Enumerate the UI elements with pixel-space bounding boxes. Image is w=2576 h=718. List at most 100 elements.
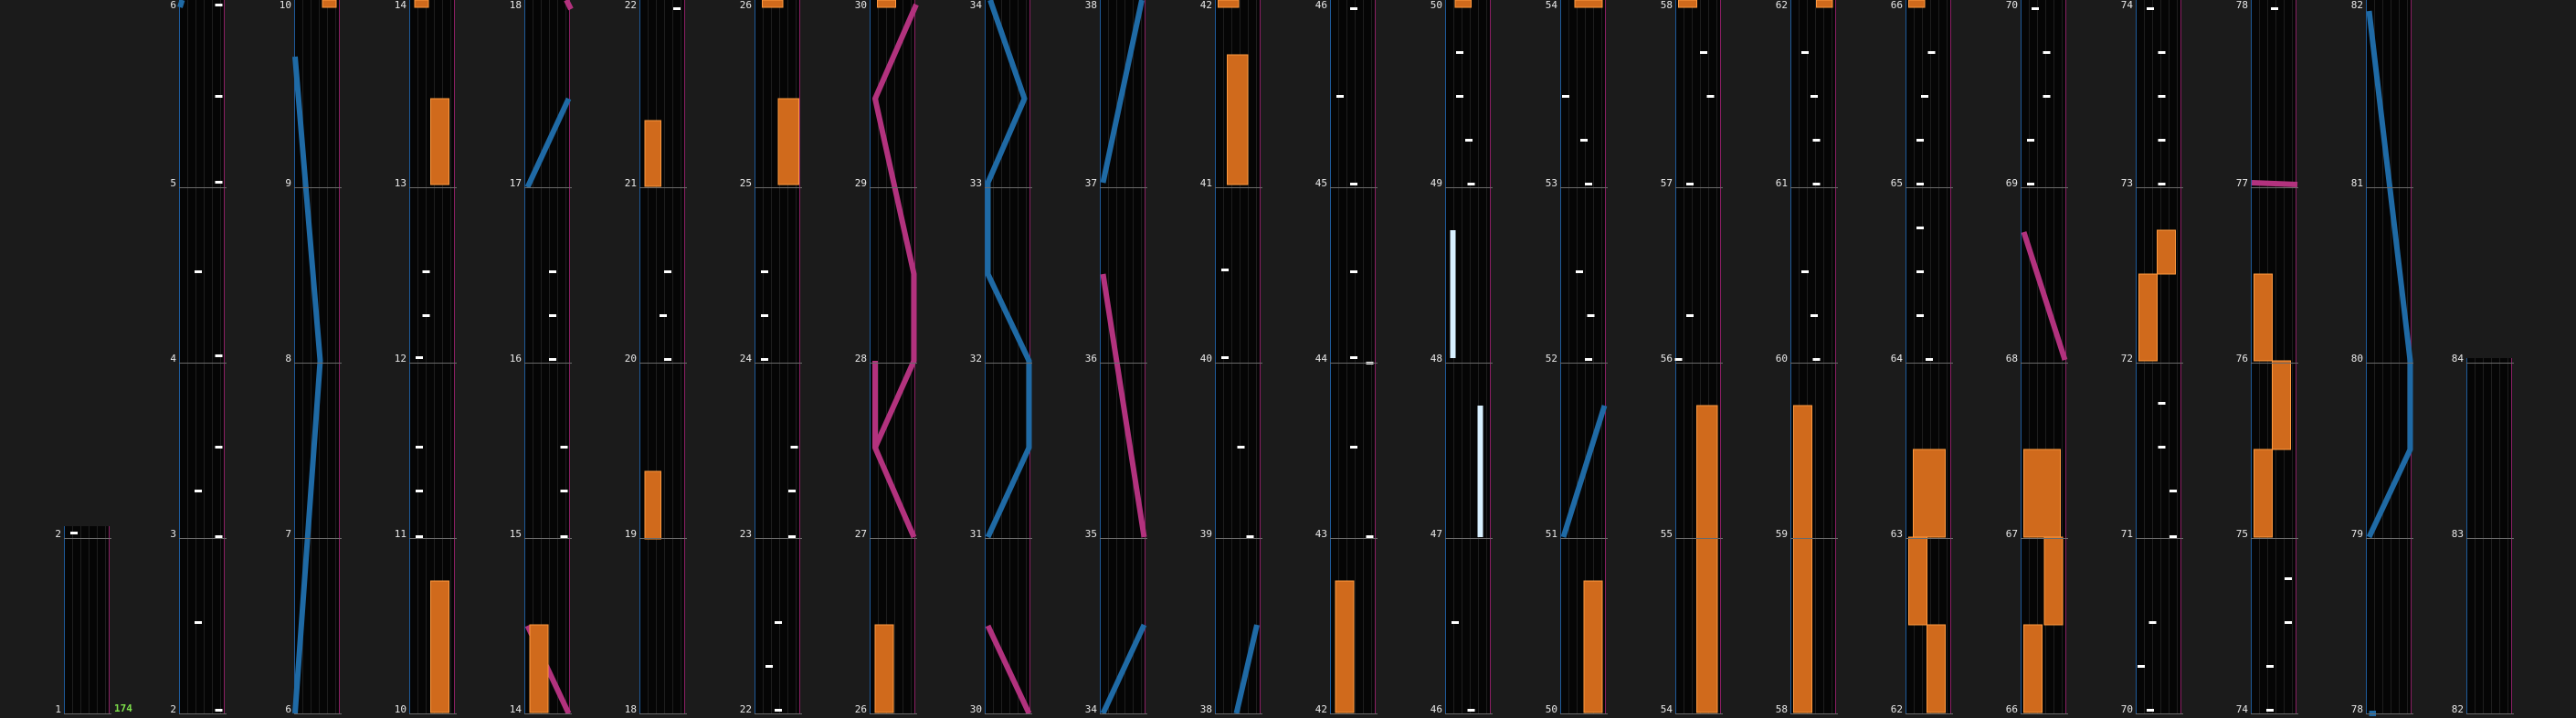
lane-column[interactable] — [524, 0, 574, 715]
slide-note — [872, 3, 919, 539]
measure-line — [985, 713, 1032, 714]
measure-line — [2021, 538, 2068, 539]
lane-column[interactable] — [2136, 0, 2181, 713]
measure-line — [294, 187, 342, 188]
measure-line — [1445, 538, 1493, 539]
hold-note — [2023, 624, 2043, 713]
tap-note — [1921, 95, 1928, 98]
tap-note — [416, 446, 423, 449]
tap-note — [1812, 183, 1821, 185]
flick-note — [1477, 406, 1483, 537]
measure-number: 1 — [55, 703, 61, 715]
measure-number: 2 — [170, 703, 176, 715]
tap-note — [1221, 269, 1229, 271]
lane-column[interactable] — [1215, 0, 1261, 714]
lane-column[interactable] — [870, 0, 919, 713]
measure-number: 22 — [739, 703, 752, 715]
measure-line — [1330, 187, 1378, 188]
lane-column[interactable] — [1560, 0, 1608, 713]
measure-number: 36 — [1084, 353, 1097, 364]
tap-note — [761, 314, 768, 317]
measure-line — [755, 538, 802, 539]
tap-note — [788, 535, 796, 538]
tap-note — [1916, 314, 1924, 317]
tap-note — [1811, 314, 1818, 317]
lane-column[interactable] — [1790, 0, 1836, 713]
tap-note — [2027, 183, 2034, 185]
measure-line — [2466, 713, 2514, 714]
tap-note — [215, 95, 223, 98]
measure-number: 61 — [1775, 177, 1788, 189]
lane-notes — [524, 0, 574, 715]
lane-grid — [65, 526, 109, 713]
tap-note — [673, 7, 681, 10]
measure-number: 70 — [2120, 703, 2133, 715]
measure-number: 22 — [624, 0, 637, 11]
lane-column[interactable] — [64, 526, 110, 713]
measure-line — [1560, 713, 1608, 714]
lane-column[interactable] — [2366, 0, 2413, 716]
lane-column[interactable] — [409, 0, 455, 713]
measure-number: 39 — [1199, 528, 1212, 540]
measure-line — [294, 363, 342, 364]
lane-grid — [986, 0, 1029, 713]
lane-notes — [2251, 7, 2298, 712]
lane-column[interactable] — [1445, 0, 1491, 713]
lane-column[interactable] — [639, 0, 685, 713]
measure-line — [409, 187, 457, 188]
measure-number: 42 — [1314, 703, 1327, 715]
measure-line — [1330, 538, 1378, 539]
lane-column[interactable] — [1674, 0, 1721, 713]
lane-column[interactable] — [1906, 0, 1951, 713]
measure-number: 20 — [624, 353, 637, 364]
tap-note — [775, 621, 782, 624]
lane-column[interactable] — [2251, 0, 2298, 713]
tap-note — [195, 270, 202, 273]
measure-line — [294, 713, 342, 714]
measure-number: 34 — [969, 0, 982, 11]
measure-number: 35 — [1084, 528, 1097, 540]
tap-note — [2170, 535, 2177, 538]
measure-number: 4 — [170, 353, 176, 364]
measure-number: 82 — [2350, 0, 2363, 11]
tap-note — [775, 709, 782, 712]
hold-note — [1793, 405, 1812, 713]
tap-note — [2158, 402, 2166, 405]
lane-column[interactable] — [1330, 0, 1376, 713]
lane-column[interactable] — [755, 0, 800, 713]
measure-line — [1100, 363, 1147, 364]
tap-note — [2148, 621, 2157, 624]
tap-note — [560, 446, 568, 449]
tap-note — [560, 535, 568, 538]
lane-column[interactable] — [1100, 0, 1147, 715]
lane-notes — [1100, 0, 1147, 715]
tap-note — [1585, 183, 1592, 185]
tap-note — [549, 358, 556, 361]
measure-number: 9 — [285, 177, 291, 189]
lane-notes — [1450, 0, 1483, 712]
lane-notes — [177, 0, 223, 712]
measure-line — [870, 538, 917, 539]
measure-number: 31 — [969, 528, 982, 540]
measure-line — [2251, 363, 2298, 364]
lane-column[interactable] — [985, 0, 1032, 715]
tap-note — [1221, 356, 1229, 359]
measure-number: 45 — [1314, 177, 1327, 189]
lane-column[interactable] — [2021, 0, 2068, 713]
lane-column[interactable] — [2466, 358, 2512, 713]
hold-note — [430, 98, 449, 185]
lane-column[interactable] — [177, 0, 225, 713]
tap-note — [1812, 358, 1821, 361]
measure-line — [1100, 538, 1147, 539]
measure-number: 34 — [1084, 703, 1097, 715]
tap-note — [422, 314, 430, 317]
hold-note — [2138, 273, 2158, 362]
lane-column[interactable] — [292, 0, 340, 714]
measure-line — [1906, 187, 1953, 188]
measure-number: 17 — [509, 177, 522, 189]
measure-line — [179, 187, 227, 188]
hold-note — [1335, 580, 1355, 713]
measure-line — [985, 187, 1032, 188]
measure-line — [639, 187, 687, 188]
